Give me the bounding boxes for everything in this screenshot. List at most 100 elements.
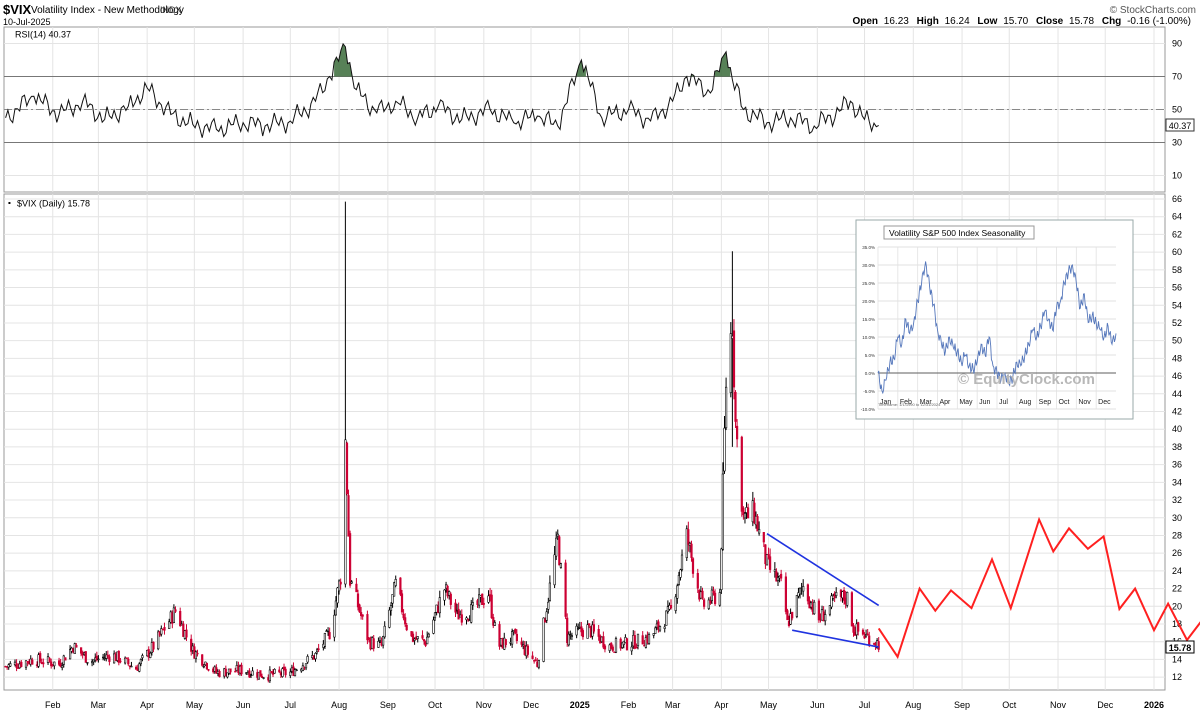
candle-body xyxy=(20,661,23,667)
price-y-tick-label: 32 xyxy=(1172,495,1182,505)
inset-frame xyxy=(855,219,1134,420)
inset-y-tick-label: 10.0% xyxy=(862,335,875,340)
candle-body xyxy=(281,668,284,677)
rsi-badge-value: 40.37 xyxy=(1169,121,1192,131)
candle-body xyxy=(798,587,802,595)
price-y-tick-label: 18 xyxy=(1172,619,1182,629)
x-tick-label: 2026 xyxy=(1144,700,1164,710)
rsi-badge-box xyxy=(1165,118,1195,132)
candle-body xyxy=(665,610,668,626)
candle-body xyxy=(756,516,759,532)
candle-body xyxy=(795,594,798,617)
price-y-tick-label: 24 xyxy=(1172,566,1182,576)
price-y-tick-label: 60 xyxy=(1172,247,1182,257)
candle-body xyxy=(537,660,540,668)
x-tick-label: May xyxy=(186,700,204,710)
candle-body xyxy=(336,587,339,604)
chg-label: Chg xyxy=(1102,16,1121,27)
candle-body xyxy=(119,660,122,663)
candle-body xyxy=(345,442,349,495)
inset-title: Volatility S&P 500 Index Seasonality xyxy=(889,228,1026,238)
candle-body xyxy=(567,633,570,646)
inset-x-tick-label: May xyxy=(959,399,973,406)
candle-body xyxy=(784,576,787,612)
candle-body xyxy=(710,589,713,601)
inset-x-tick-label: Dec xyxy=(1098,399,1111,406)
rsi-overbought-area xyxy=(334,43,352,77)
candle-body xyxy=(852,625,855,633)
candle-body xyxy=(556,533,559,537)
candle-body xyxy=(850,592,853,627)
candle-body xyxy=(381,636,385,646)
candle-body xyxy=(127,658,130,665)
candle-body xyxy=(691,558,695,574)
candles xyxy=(4,201,880,683)
price-y-ticks: 1214161820222426283032343638404244464850… xyxy=(1172,194,1182,682)
inset-y-tick-label: -10.0% xyxy=(861,407,875,412)
candle-body xyxy=(757,528,761,534)
candle-body xyxy=(53,661,56,667)
candle-body xyxy=(179,610,182,627)
x-tick-label: Aug xyxy=(905,700,921,710)
candle-body xyxy=(633,635,636,649)
candle-body xyxy=(786,610,789,621)
candle-body xyxy=(614,638,618,653)
x-tick-label: Feb xyxy=(45,700,61,710)
candle-body xyxy=(729,333,732,394)
candle-body xyxy=(482,602,485,605)
candle-body xyxy=(124,657,127,664)
candle-body xyxy=(466,618,470,621)
rsi-y-tick-label: 70 xyxy=(1172,72,1182,82)
candle-body xyxy=(399,577,402,595)
candle-body xyxy=(542,617,545,662)
candle-body xyxy=(24,660,28,668)
price-y-tick-label: 48 xyxy=(1172,353,1182,363)
candle-body xyxy=(531,655,534,659)
candle-body xyxy=(687,529,690,545)
candle-body xyxy=(470,604,473,623)
candle-body xyxy=(339,581,342,585)
candle-body xyxy=(734,391,737,422)
candle-body xyxy=(520,641,523,645)
candle-body xyxy=(581,630,584,638)
last-price-value: 15.78 xyxy=(1169,643,1192,653)
candle-body xyxy=(215,667,218,674)
candle-body xyxy=(139,659,143,665)
rsi-y-tick-label: 30 xyxy=(1172,138,1182,148)
candle-body xyxy=(295,669,298,672)
candle-body xyxy=(622,640,625,646)
close-value: 15.78 xyxy=(1069,16,1094,27)
trendline xyxy=(766,533,880,607)
symbol: $VIX xyxy=(3,2,32,17)
candle-body xyxy=(377,640,380,648)
candle-body xyxy=(182,623,185,637)
candle-body xyxy=(652,633,655,636)
candle-body xyxy=(514,628,517,634)
candle-body xyxy=(602,636,605,648)
candle-body xyxy=(534,659,537,662)
candle-body xyxy=(732,330,736,388)
candle-body xyxy=(490,594,493,619)
brand: © StockCharts.com xyxy=(1110,5,1196,16)
price-y-tick-label: 22 xyxy=(1172,584,1182,594)
candle-body xyxy=(57,660,61,665)
price-y-tick-label: 46 xyxy=(1172,371,1182,381)
candle-body xyxy=(69,649,72,660)
open-label: Open xyxy=(852,16,878,27)
candle-body xyxy=(679,569,682,578)
candle-body xyxy=(621,642,624,648)
candle-body xyxy=(97,658,100,661)
candle-body xyxy=(400,593,404,613)
candle-body xyxy=(813,601,816,615)
inset-y-tick-label: 15.0% xyxy=(862,317,875,322)
candle-body xyxy=(9,663,12,667)
candle-body xyxy=(611,646,614,651)
high-value: 16.24 xyxy=(945,16,970,27)
rsi-y-tick-label: 90 xyxy=(1172,39,1182,49)
candle-body xyxy=(597,628,600,637)
candle-body xyxy=(202,665,205,668)
candle-body xyxy=(743,513,747,519)
price-y-tick-label: 12 xyxy=(1172,672,1182,682)
candle-body xyxy=(163,626,166,631)
